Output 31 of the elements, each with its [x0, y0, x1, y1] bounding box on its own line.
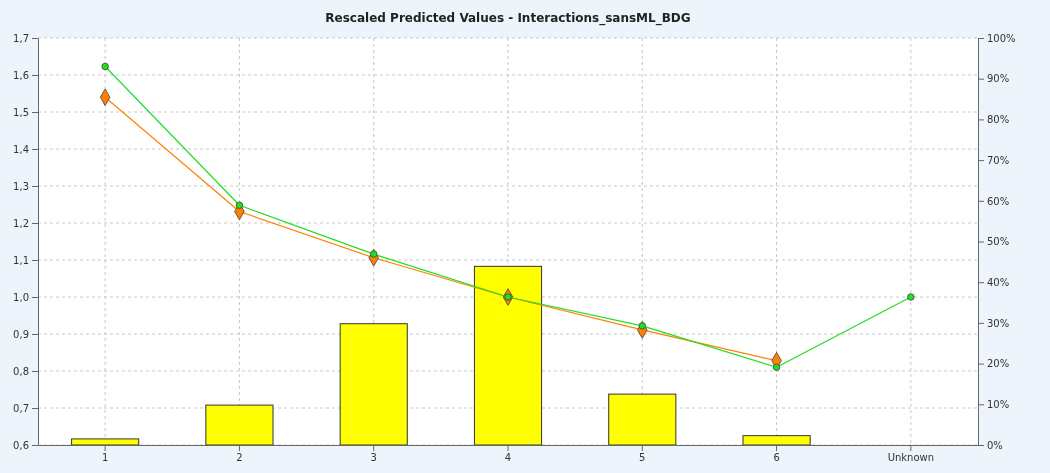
y-tick-label: 1,6: [13, 69, 29, 81]
x-tick-label: 2: [236, 452, 243, 464]
y-tick-label: 0,6: [13, 439, 29, 451]
x-tick-label: 6: [773, 452, 780, 464]
y2-tick-label: 0%: [987, 439, 1003, 451]
x-tick-label: 3: [370, 452, 377, 464]
y-tick-label: 1,4: [13, 143, 29, 155]
y-tick-label: 1,7: [13, 32, 29, 44]
y-tick-label: 1,3: [13, 180, 29, 192]
y-tick-label: 1,1: [13, 254, 29, 266]
y-tick-label: 1,2: [13, 217, 29, 229]
y2-tick-label: 40%: [987, 276, 1010, 288]
y2-tick-label: 90%: [987, 73, 1010, 85]
y2-tick-label: 30%: [987, 317, 1010, 329]
y-tick-label: 0,9: [13, 328, 29, 340]
y2-tick-label: 60%: [987, 195, 1010, 207]
x-tick-label: 1: [101, 452, 109, 464]
y-tick-label: 1,5: [13, 106, 29, 118]
x-tick-label: 5: [639, 452, 646, 464]
y2-tick-label: 80%: [987, 114, 1010, 126]
y-tick-label: 0,7: [13, 402, 29, 414]
y2-tick-label: 20%: [987, 358, 1010, 370]
y2-tick-label: 10%: [987, 399, 1010, 410]
y2-tick-label: 70%: [987, 154, 1010, 166]
y2-tick-label: 100%: [987, 32, 1016, 44]
y2-tick-label: 50%: [987, 236, 1010, 248]
y-tick-label: 1,0: [13, 291, 29, 303]
y-tick-label: 0,8: [13, 365, 29, 377]
x-tick-label: 4: [504, 452, 512, 464]
x-tick-label: Unknown: [887, 452, 935, 464]
chart-title: Rescaled Predicted Values - Interactions_sansML_BDG: [325, 11, 691, 26]
